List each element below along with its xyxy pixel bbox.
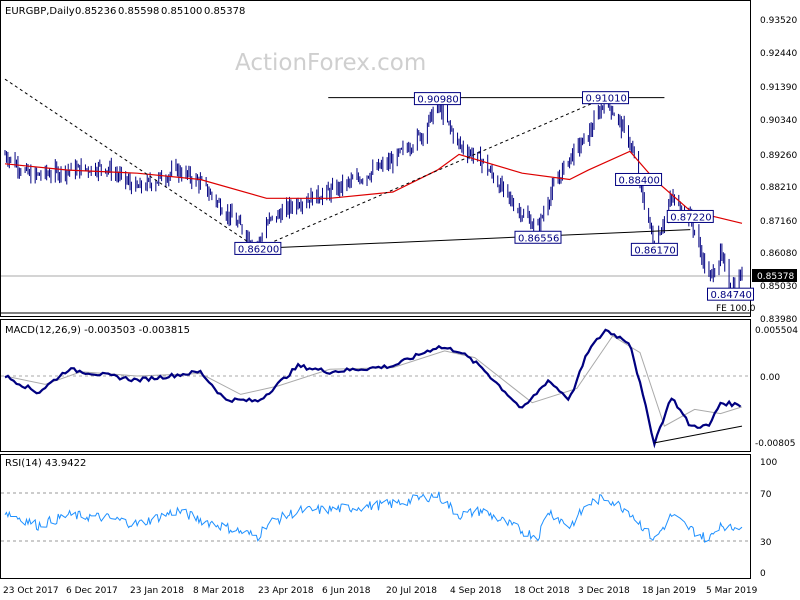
date-tick-label: 23 Apr 2018 xyxy=(258,586,314,596)
moving-average-line xyxy=(4,150,743,224)
macd-tick-label: 0.005504 xyxy=(755,326,798,336)
macd-signal-line xyxy=(4,335,743,427)
neckline xyxy=(257,229,691,249)
price-bars xyxy=(4,91,743,301)
moving-average xyxy=(4,150,743,224)
annotation-box xyxy=(630,242,678,256)
annotation-label: 0.91010 xyxy=(586,94,627,105)
price-annotations: 0.90980 0.91010 0.88400 0.87220 0.86200 0.865… xyxy=(234,91,755,301)
price-tick-label: 0.88210 xyxy=(760,183,797,193)
x-axis: 23 Oct 2017 6 Dec 2017 23 Jan 2018 8 Mar… xyxy=(3,586,758,596)
macd-trendline xyxy=(654,425,743,444)
annotation-box xyxy=(707,287,755,301)
price-panel xyxy=(0,0,751,317)
macd-tick-label: 0.00 xyxy=(760,373,780,383)
ohlc-open: 0.85236 xyxy=(75,6,116,17)
ohlc-high: 0.85598 xyxy=(118,6,159,17)
date-tick-label: 6 Jun 2018 xyxy=(322,586,371,596)
rsi-y-axis: 100 70 30 0 xyxy=(760,458,777,579)
annotation-box xyxy=(615,172,663,186)
date-tick-label: 3 Dec 2018 xyxy=(578,586,630,596)
date-tick-label: 4 Sep 2018 xyxy=(450,586,502,596)
annotation-label: 0.86170 xyxy=(634,245,675,256)
price-tick-label: 0.87160 xyxy=(760,217,797,227)
macd-main-line xyxy=(4,328,742,449)
dashed-trendline xyxy=(4,78,259,249)
date-tick-label: 20 Jul 2018 xyxy=(386,586,437,596)
rsi-tick-label: 0 xyxy=(760,569,766,579)
price-tick-label: 0.90340 xyxy=(760,116,797,126)
price-tick-label: 0.83980 xyxy=(760,315,797,325)
annotation-label: 0.86200 xyxy=(238,244,279,255)
annotation-box xyxy=(514,230,562,244)
rsi-title: RSI(14) 43.9422 xyxy=(5,458,86,469)
macd-title: MACD(12,26,9) -0.003503 -0.003815 xyxy=(5,325,190,336)
rsi-tick-label: 30 xyxy=(760,538,772,548)
date-tick-label: 23 Jan 2018 xyxy=(130,586,184,596)
annotation-box xyxy=(582,91,630,105)
rsi-tick-label: 70 xyxy=(760,490,772,500)
price-tick-label: 0.91390 xyxy=(760,83,797,93)
annotation-box xyxy=(234,241,282,255)
annotation-label: 0.87220 xyxy=(670,212,711,223)
date-tick-label: 18 Jan 2019 xyxy=(642,586,696,596)
date-tick-label: 8 Mar 2018 xyxy=(193,586,245,596)
macd-panel xyxy=(0,319,751,452)
annotation-box xyxy=(666,209,714,223)
svg-text:0.85236 0.85598 0.8510: 0.85236 0.85598 0.85100 0.85378 xyxy=(75,6,245,17)
price-y-axis: 0.93520 0.92440 0.91390 0.90340 0.89260 … xyxy=(760,16,797,325)
annotation-label: 0.88400 xyxy=(619,175,660,186)
rsi-panel xyxy=(0,454,751,579)
watermark: ActionForex.com xyxy=(235,50,426,76)
annotation-label: 0.86556 xyxy=(518,233,559,244)
rsi-series-line xyxy=(4,491,743,543)
price-chart-title: EURGBP,Daily xyxy=(5,6,75,17)
date-tick-label: 6 Dec 2017 xyxy=(66,586,118,596)
date-tick-label: 18 Oct 2018 xyxy=(514,586,570,596)
price-tick-label: 0.86080 xyxy=(760,249,797,259)
price-tick-label: 0.92440 xyxy=(760,49,797,59)
price-tick-label: 0.85030 xyxy=(760,282,797,292)
annotation-label: 0.84740 xyxy=(711,290,752,301)
fe-level-label: FE 100.0 xyxy=(716,304,756,314)
annotation-box xyxy=(413,92,461,106)
price-tick-label: 0.89260 xyxy=(760,151,797,161)
rsi-tick-label: 100 xyxy=(760,458,777,468)
current-price-badge xyxy=(752,269,797,282)
price-tick-label: 0.93520 xyxy=(760,16,797,26)
ohlc-low: 0.85100 xyxy=(161,6,202,17)
current-price-label: 0.85378 xyxy=(757,272,794,282)
date-tick-label: 5 Mar 2019 xyxy=(706,586,758,596)
macd-y-axis: 0.005504 0.00 -0.00805 xyxy=(755,326,798,449)
macd-tick-label: -0.00805 xyxy=(755,439,795,449)
rsi-line xyxy=(4,491,743,543)
ohlc-close: 0.85378 xyxy=(204,6,245,17)
macd-lines xyxy=(4,328,743,449)
date-tick-label: 23 Oct 2017 xyxy=(3,586,59,596)
annotation-label: 0.90980 xyxy=(417,95,458,106)
